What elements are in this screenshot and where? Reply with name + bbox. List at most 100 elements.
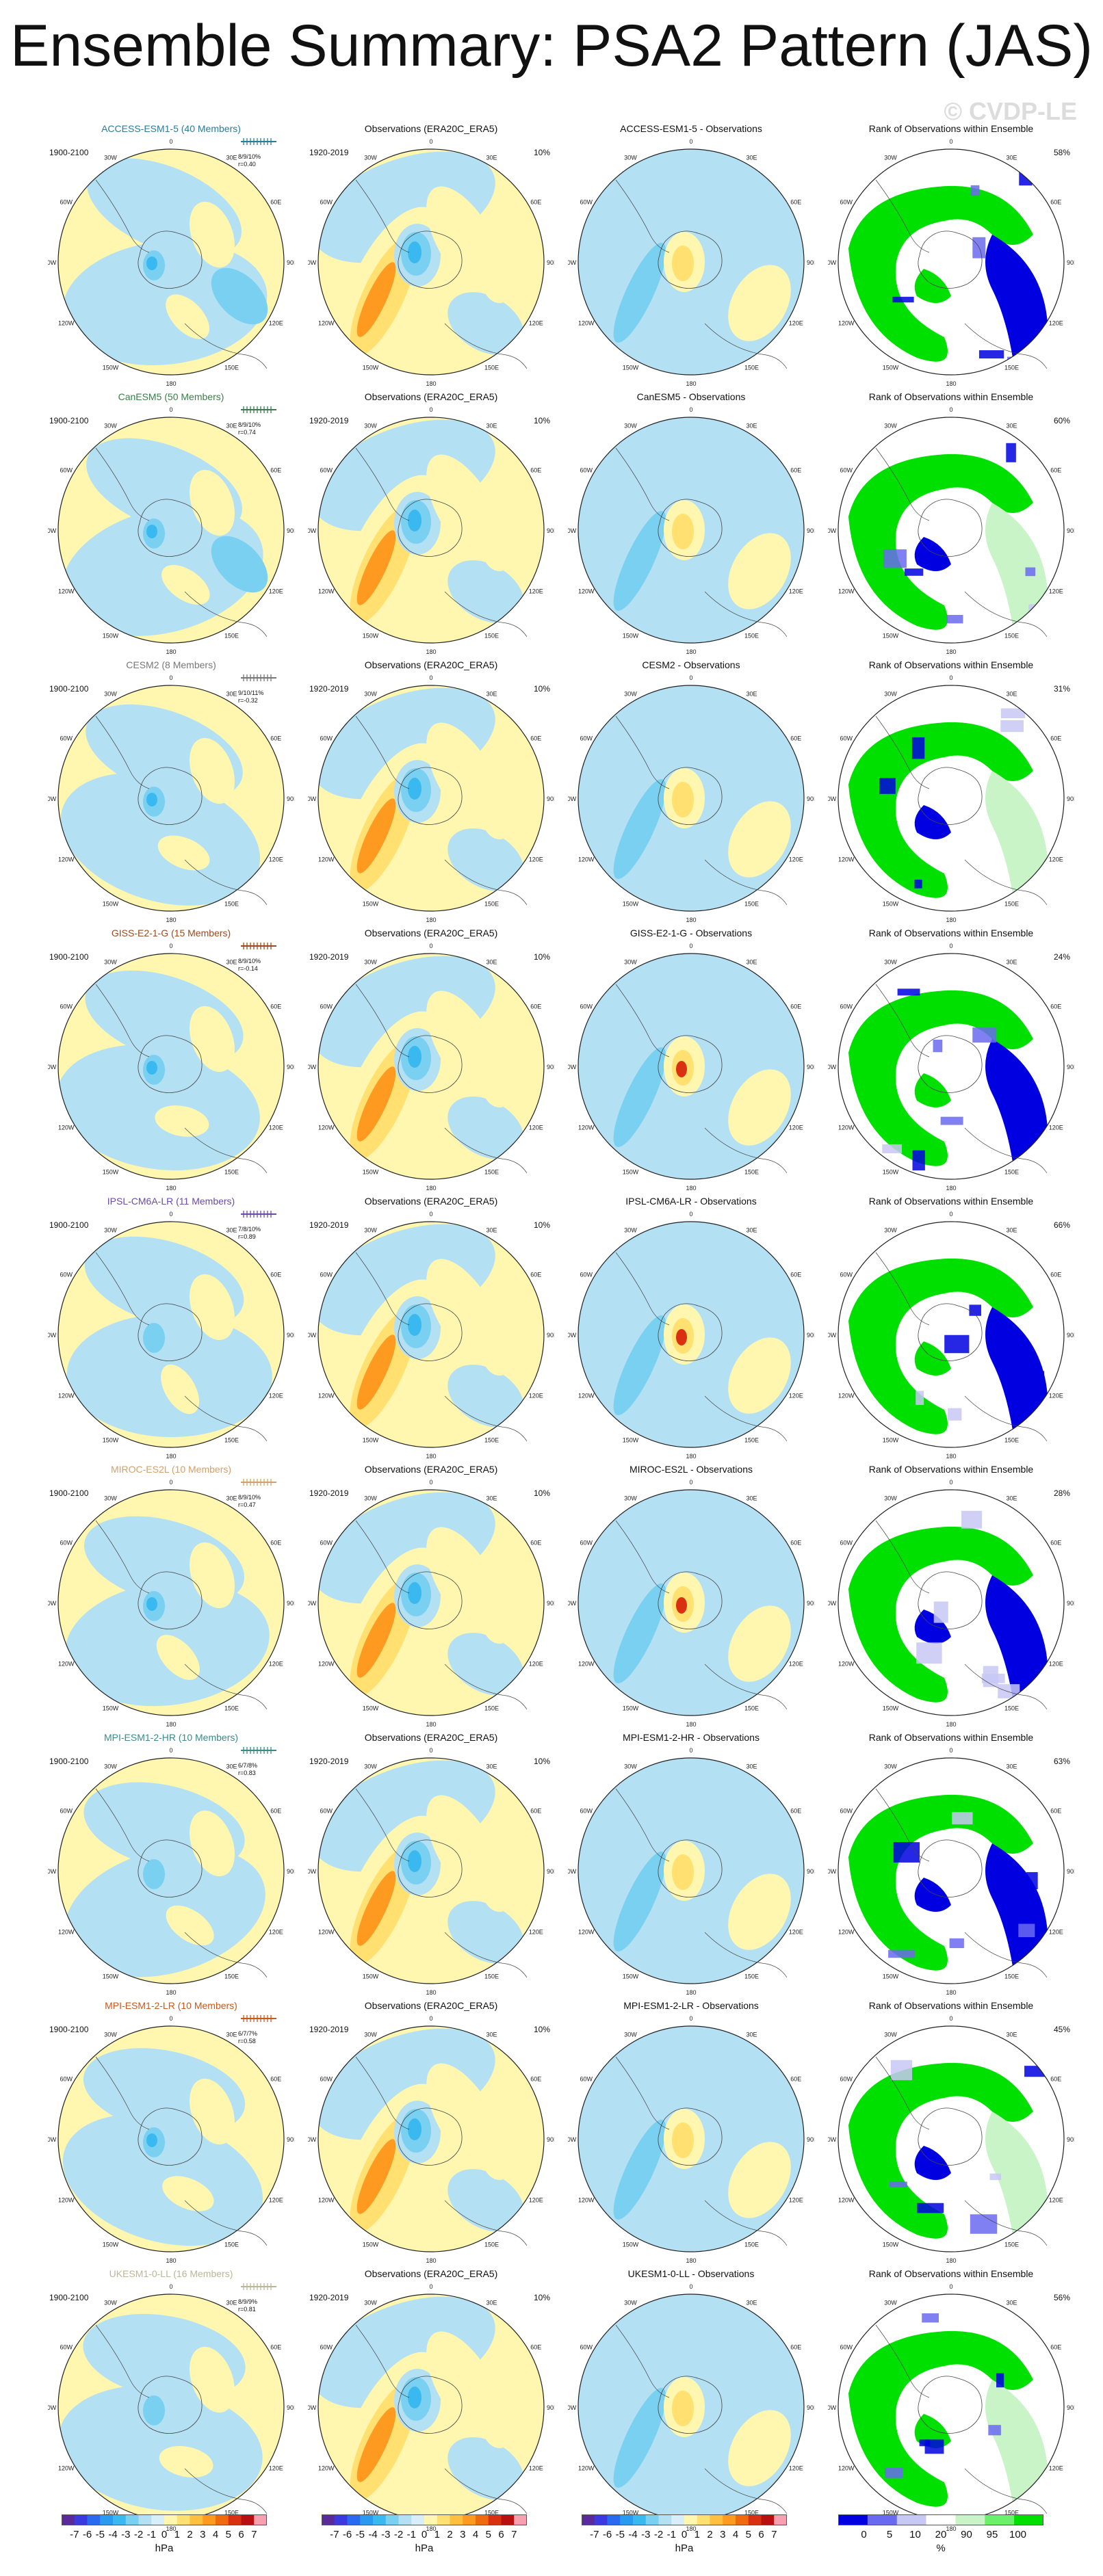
lon-label: 120E xyxy=(529,1393,543,1399)
coastline-samerica xyxy=(95,447,150,521)
pct-range-text: 8/9/10% r=-0.14 xyxy=(238,958,279,973)
period-label: 1920-2019 xyxy=(309,952,349,962)
coastline-australia xyxy=(704,1127,788,1174)
colorbar-swatch xyxy=(736,2514,749,2525)
lon-label: 150E xyxy=(224,1705,239,1711)
lon-label: 120W xyxy=(838,856,855,863)
colorbar-swatch xyxy=(607,2514,621,2525)
polar-map: 0 30E 60E 90E 120E 150E 180 150W 120W 90W 60W 30W xyxy=(308,138,554,387)
polar-map: 0 30E 60E 90E 120E 150E 180 150W 120W 90W 60W 30W xyxy=(308,674,554,923)
coastline-australia xyxy=(444,2468,528,2514)
negative-anomaly xyxy=(447,2437,524,2500)
lon-label: 120W xyxy=(58,320,75,327)
coastline-australia xyxy=(704,2200,788,2246)
rank-cell xyxy=(944,1335,970,1354)
lon-label: 120W xyxy=(318,320,335,327)
positive-anomaly xyxy=(356,2139,396,2214)
colorbar-tick-label: -6 xyxy=(342,2529,352,2540)
colorbar-tick-label: -1 xyxy=(666,2529,676,2540)
panel-title: Rank of Observations within Ensemble xyxy=(868,391,1034,402)
coastline-samerica xyxy=(355,179,410,253)
coastline xyxy=(658,231,723,289)
coastline-australia xyxy=(704,1664,788,1710)
lon-label: 30E xyxy=(226,1227,237,1234)
lon-label: 60W xyxy=(580,1272,593,1278)
panel-title: Observations (ERA20C_ERA5) xyxy=(364,1732,498,1743)
coastline-samerica xyxy=(875,2056,930,2130)
colorbar-swatch xyxy=(985,2514,1015,2525)
lon-label: 90E xyxy=(807,1868,814,1875)
lon-label: 120E xyxy=(529,320,543,327)
coastline-australia xyxy=(184,2468,268,2514)
lon-label: 120W xyxy=(838,1929,855,1936)
colorbar-swatch xyxy=(723,2514,736,2525)
lon-label: 60W xyxy=(320,735,333,742)
colorbar-tick-label: -3 xyxy=(121,2529,131,2540)
lon-label: 0 xyxy=(689,1747,692,1754)
lon-label: 180 xyxy=(946,1185,956,1192)
map-field xyxy=(58,1758,284,1984)
colorbar-swatch xyxy=(671,2514,685,2525)
lon-label: 0 xyxy=(689,1479,692,1486)
lon-label: 90E xyxy=(807,2136,814,2143)
negative-anomaly xyxy=(60,773,261,906)
lon-label: 150W xyxy=(363,1168,379,1175)
lon-label: 90W xyxy=(48,259,57,266)
pct-range-bar xyxy=(241,1211,276,1218)
lon-label: 120E xyxy=(1049,2465,1063,2472)
colorbar-frame xyxy=(62,2514,267,2525)
rank-cell xyxy=(970,2214,998,2234)
positive-anomaly xyxy=(728,1605,791,1682)
lon-label: 120E xyxy=(269,2465,283,2472)
rank-cell xyxy=(952,1812,973,1825)
lon-label: 90E xyxy=(547,527,554,534)
observations-panel: 0 30E 60E 90E 120E 150E 180 150W 120W 90W 60W 30W Ob… xyxy=(308,928,554,1192)
colorbar-tick-label: 5 xyxy=(225,2529,231,2540)
lon-label: 60W xyxy=(840,735,853,742)
rank-high-region xyxy=(848,722,1033,898)
map-boundary xyxy=(578,685,805,912)
lon-label: 150W xyxy=(103,1973,119,1980)
lon-label: 90W xyxy=(48,796,57,802)
lon-label: 90W xyxy=(48,1064,57,1070)
map-field xyxy=(838,685,1064,911)
rank-cell xyxy=(890,2060,913,2081)
panel-title: Rank of Observations within Ensemble xyxy=(868,659,1034,670)
lon-label: 60W xyxy=(60,1003,73,1010)
map-boundary xyxy=(838,2025,1065,2252)
colorbar-tick-label: 5 xyxy=(745,2529,751,2540)
colorbar-swatch xyxy=(424,2514,438,2525)
coastline-samerica xyxy=(615,715,670,789)
lon-label: 150W xyxy=(883,2509,899,2516)
panel-title: MPI-ESM1-2-LR (10 Members) xyxy=(105,2000,237,2011)
colorbar-frame xyxy=(838,2514,1043,2525)
lon-label: 90E xyxy=(1067,259,1074,266)
lon-label: 90E xyxy=(1067,527,1074,534)
colorbar-tick-label: -5 xyxy=(95,2529,105,2540)
lon-label: 120W xyxy=(838,320,855,327)
lon-label: 90E xyxy=(1067,796,1074,802)
negative-anomaly xyxy=(613,1047,666,1147)
lon-label: 30W xyxy=(884,959,897,966)
lon-label: 60E xyxy=(790,1808,801,1815)
coastline-samerica xyxy=(95,984,150,1057)
lon-label: 90E xyxy=(287,1868,294,1875)
colorbar-unit: hPa xyxy=(675,2542,694,2554)
map-boundary xyxy=(578,1221,805,1448)
lon-label: 90W xyxy=(48,2136,57,2143)
lon-label: 150W xyxy=(623,632,639,639)
rank-low-region xyxy=(985,771,1048,894)
lon-label: 180 xyxy=(686,917,696,923)
map-boundary xyxy=(317,1221,545,1448)
positive-anomaly xyxy=(479,1039,520,1107)
pct-label: 45% xyxy=(1053,2025,1070,2034)
colorbar-tick-label: 4 xyxy=(472,2529,479,2540)
pct-range-text: 6/7/7% r=0.58 xyxy=(238,2030,279,2045)
lon-label: 30W xyxy=(884,691,897,698)
lon-label: 180 xyxy=(166,1989,176,1996)
model-panel: 0 30E 60E 90E 120E 150E 180 150W 120W 90W 60W 30W IP… xyxy=(48,1196,294,1460)
lon-label: 120E xyxy=(789,1393,803,1399)
polar-map: 0 30E 60E 90E 120E 150E 180 150W 120W 90W 60W 30W xyxy=(308,1479,554,1728)
lon-label: 0 xyxy=(169,2283,172,2290)
rank-low-region xyxy=(985,1039,1048,1162)
